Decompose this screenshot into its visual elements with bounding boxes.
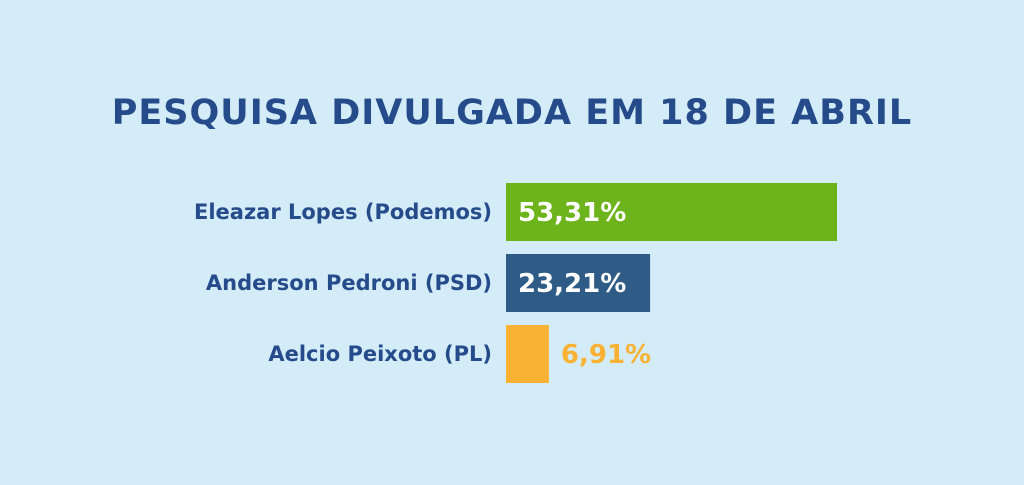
chart-title: PESQUISA DIVULGADA EM 18 DE ABRIL	[111, 93, 913, 133]
category-label: Aelcio Peixoto (PL)	[268, 342, 492, 366]
bar	[506, 183, 837, 241]
bar	[506, 254, 651, 312]
category-label: Eleazar Lopes (Podemos)	[194, 200, 492, 224]
value-label: 23,21%	[518, 269, 626, 299]
value-label: 6,91%	[561, 340, 651, 370]
bars-layer: Eleazar Lopes (Podemos) 53,31% Anderson Pe…	[194, 183, 837, 383]
category-label: Anderson Pedroni (PSD)	[206, 271, 492, 295]
value-label: 53,31%	[518, 198, 626, 228]
bar	[506, 325, 549, 383]
